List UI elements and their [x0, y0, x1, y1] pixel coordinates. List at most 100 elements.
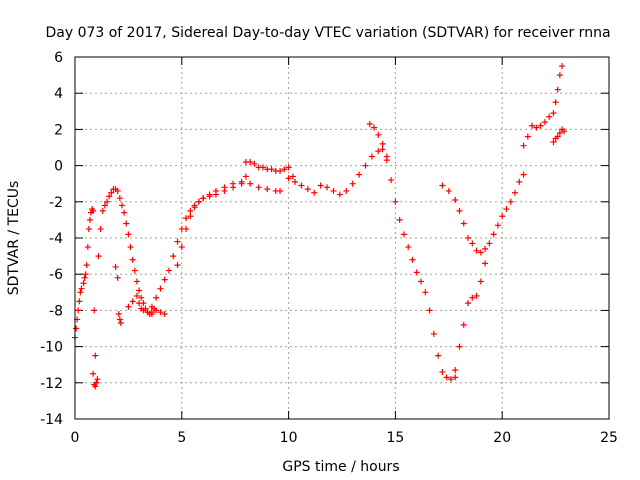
data-point [117, 320, 124, 327]
data-point [439, 182, 446, 189]
data-point [73, 325, 80, 332]
data-point [114, 274, 121, 281]
data-point [418, 278, 425, 285]
axis-ticks: 0 5 10 15 20 25 -14 -12 -10 -8 -6 -4 -2 0 2 4 6 [40, 50, 618, 446]
data-point [165, 267, 172, 274]
x-tick-label: 15 [386, 430, 404, 446]
data-point [477, 278, 484, 285]
data-point [84, 244, 91, 251]
data-points [72, 63, 568, 390]
x-tick-label: 25 [600, 430, 618, 446]
data-point [469, 240, 476, 247]
data-point [136, 287, 143, 294]
data-point [375, 148, 382, 155]
data-point [520, 142, 527, 149]
data-point [195, 198, 202, 205]
data-point [311, 189, 318, 196]
data-point [144, 309, 151, 316]
data-point [516, 178, 523, 185]
data-point [556, 130, 563, 137]
y-tick-label: -2 [49, 195, 63, 211]
data-point [97, 225, 104, 232]
data-point [559, 63, 566, 70]
data-point [507, 198, 514, 205]
data-point [285, 164, 292, 171]
data-point [430, 330, 437, 337]
data-point [93, 379, 100, 386]
data-point [482, 260, 489, 267]
data-point [95, 253, 102, 260]
data-point [379, 146, 386, 153]
data-point [477, 249, 484, 256]
y-tick-label: 6 [54, 50, 63, 66]
data-point [183, 225, 190, 232]
data-point [94, 376, 101, 383]
data-point [554, 86, 561, 93]
data-point [157, 309, 164, 316]
data-point [400, 231, 407, 238]
data-point [537, 122, 544, 129]
data-point [108, 189, 115, 196]
data-point [174, 238, 181, 245]
data-point [503, 206, 510, 213]
data-point [285, 175, 292, 182]
data-point [330, 187, 337, 194]
data-point [116, 316, 123, 323]
data-point [76, 298, 83, 305]
data-point [127, 244, 134, 251]
data-point [178, 244, 185, 251]
data-point [92, 352, 99, 359]
data-point [277, 187, 284, 194]
grid-lines [75, 57, 609, 419]
data-point [247, 158, 254, 165]
data-point [157, 285, 164, 292]
data-point [92, 383, 99, 390]
data-point [83, 262, 90, 269]
data-point [392, 198, 399, 205]
data-point [460, 220, 467, 227]
data-point [336, 191, 343, 198]
data-point [379, 140, 386, 147]
data-point [206, 193, 213, 200]
data-point [99, 207, 106, 214]
data-point [550, 139, 557, 146]
y-tick-label: -14 [40, 412, 63, 428]
data-point [136, 300, 143, 307]
y-tick-label: 2 [54, 122, 63, 138]
data-point [75, 307, 82, 314]
data-point [554, 133, 561, 140]
data-point [200, 195, 207, 202]
data-point [121, 209, 128, 216]
data-point [90, 370, 97, 377]
data-point [85, 225, 92, 232]
data-point [104, 198, 111, 205]
data-point [115, 311, 122, 318]
data-point [456, 207, 463, 214]
data-point [80, 280, 87, 287]
chart-title: Day 073 of 2017, Sidereal Day-to-day VTE… [45, 25, 610, 41]
data-point [465, 300, 472, 307]
data-point [486, 240, 493, 247]
data-point [118, 202, 125, 209]
data-point [409, 256, 416, 263]
data-point [129, 256, 136, 263]
data-point [552, 99, 559, 106]
data-point [494, 222, 501, 229]
data-point [148, 311, 155, 318]
data-point [106, 193, 113, 200]
data-point [138, 294, 145, 301]
data-point [187, 213, 194, 220]
data-point [473, 292, 480, 299]
data-point [251, 160, 258, 167]
data-point [460, 321, 467, 328]
data-point [452, 196, 459, 203]
data-point [317, 182, 324, 189]
data-point [91, 307, 98, 314]
data-point [324, 184, 331, 191]
data-point [469, 294, 476, 301]
data-point [447, 376, 454, 383]
data-point [129, 298, 136, 305]
x-tick-label: 5 [177, 430, 186, 446]
data-point [482, 245, 489, 252]
data-point [153, 307, 160, 314]
